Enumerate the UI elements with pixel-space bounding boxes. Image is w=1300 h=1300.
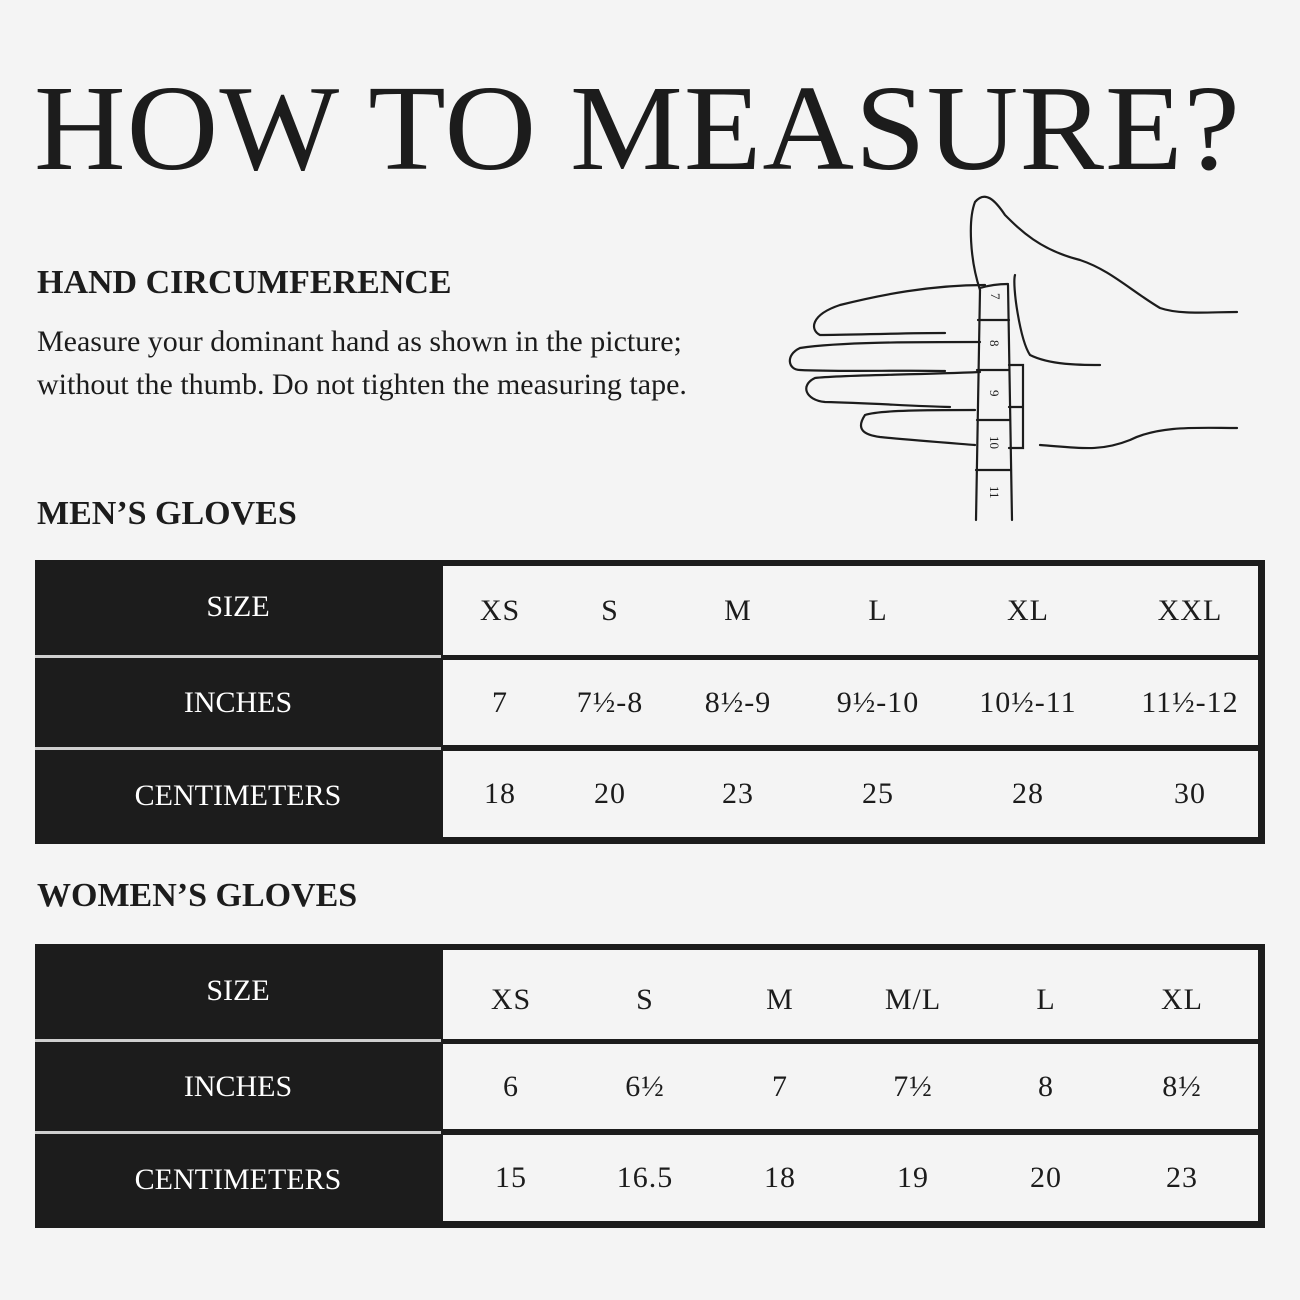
inches-row: 6 6½ 7 7½ 8 8½ (443, 1044, 1258, 1129)
row-label-centimeters: CENTIMETERS (35, 752, 441, 840)
inches-cell: 7½-8 (576, 685, 644, 719)
size-row: XS S M M/L L XL (443, 950, 1258, 1039)
inches-cell: 8½ (1162, 1069, 1202, 1103)
size-cell: S (636, 982, 654, 1016)
size-cell: M (766, 982, 794, 1016)
size-cell: XS (490, 982, 532, 1016)
inches-row: 7 7½-8 8½-9 9½-10 10½-11 11½-12 (443, 660, 1258, 745)
mens-size-table: SIZE INCHES CENTIMETERS XS S M L XL XXL … (35, 560, 1265, 844)
cm-cell: 20 (1030, 1161, 1062, 1194)
inches-cell: 7½ (893, 1069, 933, 1103)
inches-cell: 8 (1038, 1069, 1054, 1103)
cm-cell: 18 (484, 777, 516, 810)
size-cell: XXL (1157, 593, 1223, 627)
cm-cell: 25 (862, 777, 894, 810)
size-cell: XS (479, 593, 521, 627)
measure-instructions: Measure your dominant hand as shown in t… (37, 325, 687, 401)
tape-mark: 7 (988, 293, 1003, 300)
size-cell: S (601, 593, 619, 627)
row-label-inches: INCHES (35, 1044, 441, 1129)
cm-cell: 28 (1012, 777, 1044, 810)
tape-mark: 11 (987, 486, 1002, 499)
size-row: XS S M L XL XXL (443, 566, 1258, 655)
womens-gloves-heading: WOMEN’S GLOVES (37, 877, 358, 914)
inches-cell: 11½-12 (1141, 685, 1239, 719)
row-label-size: SIZE (35, 944, 441, 1037)
cm-cell: 20 (594, 777, 626, 810)
cm-cell: 19 (897, 1161, 929, 1194)
size-cell: L (1036, 982, 1056, 1016)
inches-cell: 10½-11 (979, 685, 1077, 719)
size-cell: M/L (884, 982, 942, 1016)
cm-cell: 30 (1174, 777, 1206, 810)
inches-cell: 9½-10 (836, 685, 920, 719)
tape-mark: 10 (987, 436, 1002, 449)
row-label-centimeters: CENTIMETERS (35, 1136, 441, 1224)
inches-cell: 6½ (625, 1069, 665, 1103)
size-cell: XL (1161, 982, 1203, 1016)
mens-gloves-heading: MEN’S GLOVES (37, 495, 297, 532)
tape-mark: 9 (987, 390, 1002, 397)
row-label-inches: INCHES (35, 660, 441, 745)
womens-size-table: SIZE INCHES CENTIMETERS XS S M M/L L XL … (35, 944, 1265, 1228)
hand-circumference-heading: HAND CIRCUMFERENCE (37, 264, 452, 301)
size-cell: XL (1007, 593, 1049, 627)
page-title: HOW TO MEASURE? (34, 61, 1241, 196)
inches-cell: 6 (503, 1069, 519, 1103)
size-cell: M (724, 593, 752, 627)
tape-mark: 8 (987, 340, 1002, 347)
inches-cell: 8½-9 (704, 685, 772, 719)
cm-cell: 16.5 (616, 1161, 674, 1194)
centimeters-row: 18 20 23 25 28 30 (443, 751, 1258, 837)
cm-cell: 15 (495, 1161, 527, 1194)
cm-cell: 18 (764, 1161, 796, 1194)
hand-measuring-illustration: 7 8 9 10 11 (788, 195, 1239, 522)
row-label-size: SIZE (35, 560, 441, 653)
cm-cell: 23 (722, 777, 754, 810)
inches-cell: 7 (772, 1069, 788, 1103)
inches-cell: 7 (492, 685, 508, 719)
size-cell: L (868, 593, 888, 627)
centimeters-row: 15 16.5 18 19 20 23 (443, 1135, 1258, 1221)
cm-cell: 23 (1166, 1161, 1198, 1194)
